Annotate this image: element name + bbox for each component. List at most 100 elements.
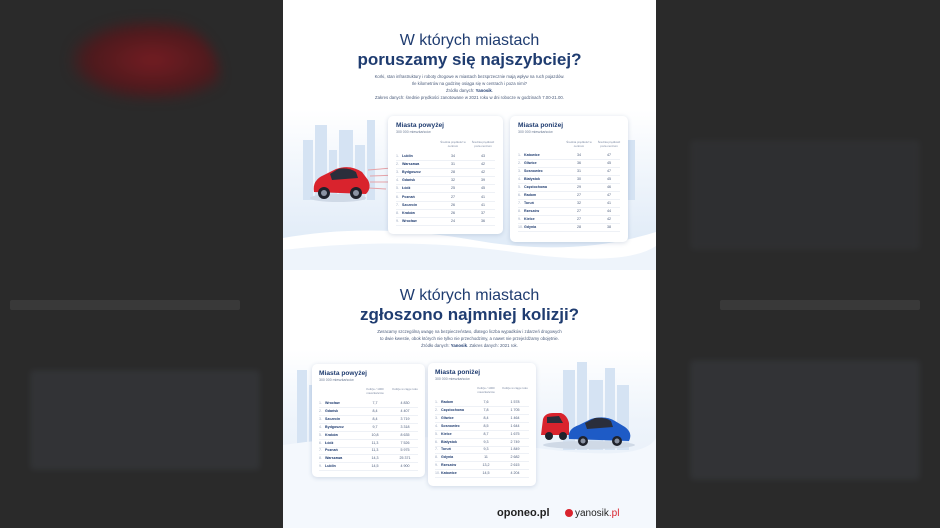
row-city: Poznań (402, 194, 415, 199)
row-rank: 4. (435, 423, 438, 428)
table-row: 9. Wrocław 24 36 (396, 219, 495, 227)
section2-intro: Zwracamy szczególną uwagę na bezpieczeńs… (323, 328, 616, 349)
row-value-1: 34 (577, 153, 581, 157)
row-divider (396, 184, 495, 186)
section1-intro: Korki, stan infrastruktury i roboty drog… (323, 73, 616, 101)
row-city: Warszawa (325, 456, 343, 461)
row-rank: 9. (396, 218, 399, 223)
yanosik-tld: .pl (608, 508, 620, 519)
table-row: 9. Rzeszów 13,2 2 615 (435, 463, 529, 471)
row-city: Katowice (441, 471, 457, 476)
row-divider (396, 160, 495, 161)
row-city: Gliwice (441, 415, 454, 420)
oponeo-logo[interactable]: oponeo.pl (497, 507, 550, 519)
row-city: Bydgoszcz (325, 424, 344, 429)
row-city: Bydgoszcz (402, 170, 421, 175)
row-value-2: 1 578 (510, 400, 520, 404)
table-row: 6. Radom 27 47 (518, 193, 620, 201)
row-divider (435, 453, 529, 455)
row-divider (435, 413, 529, 415)
row-rank: 7. (396, 202, 399, 207)
row-city: Gdynia (524, 225, 537, 229)
row-rank: 8. (396, 210, 399, 215)
table-row: 6. Poznań 27 41 (396, 195, 495, 203)
row-city: Poznań (325, 448, 338, 453)
row-value-2: 42 (481, 162, 485, 167)
row-value-1: 27 (577, 209, 581, 213)
table-title: Miasta poniżej (435, 369, 481, 376)
row-divider (518, 175, 620, 176)
row-rank: 5. (435, 431, 438, 436)
background-blur-table (690, 140, 920, 250)
column-header: Kolizje w ciągu roku (502, 386, 528, 390)
section1-intro-line4: Zakres danych: średnie prędkości zanotow… (375, 95, 564, 100)
row-value-1: 7,7 (372, 401, 378, 405)
row-divider (319, 407, 418, 408)
row-divider (518, 215, 620, 216)
yanosik-logo-icon (565, 509, 573, 517)
row-divider (396, 168, 495, 170)
table-row: 3. Bydgoszcz 28 42 (396, 170, 495, 178)
row-rank: 7. (518, 201, 521, 205)
row-value-2: 7 526 (400, 440, 410, 445)
row-value-1: 36 (577, 161, 581, 165)
row-rank: 7. (435, 447, 438, 452)
table-row: 5. Łódź 25 45 (396, 186, 495, 194)
source-name: Yanosik (475, 88, 492, 93)
row-city: Lublin (402, 154, 413, 158)
row-value-1: 26 (451, 202, 455, 207)
row-rank: 4. (319, 424, 322, 429)
row-rank: 3. (518, 169, 521, 173)
row-rank: 3. (435, 415, 438, 420)
row-city: Rzeszów (524, 209, 540, 213)
row-divider (319, 462, 418, 464)
row-value-1: 27 (451, 194, 455, 199)
row-city: Łódź (325, 440, 334, 445)
table-row: 2. Częstochowa 7,8 1 705 (435, 408, 529, 416)
row-rank: 6. (518, 193, 521, 197)
row-value-1: 28 (451, 170, 455, 175)
row-divider (435, 445, 529, 447)
row-divider (396, 200, 495, 202)
row-rank: 9. (518, 217, 521, 221)
row-divider (435, 461, 529, 463)
row-value-2: 1 675 (510, 431, 520, 436)
table-row: 1. Katowice 34 47 (518, 153, 620, 161)
row-value-2: 1 849 (510, 447, 520, 452)
row-divider (518, 223, 620, 224)
row-rank: 4. (518, 177, 521, 181)
row-rank: 2. (435, 407, 438, 412)
table-row: 7. Toruń 9,3 1 849 (435, 447, 529, 455)
collision-cars-illustration (541, 413, 635, 449)
row-divider (518, 199, 620, 200)
table-subtitle: 300 000 mieszkańców (396, 130, 431, 134)
row-city: Lublin (325, 464, 336, 469)
section2-table-small-cities: Miasta poniżej 300 000 mieszkańców Kolizje… (428, 363, 536, 486)
row-value-2: 44 (607, 209, 611, 213)
row-value-2: 5 975 (400, 448, 410, 453)
row-city: Częstochowa (441, 407, 464, 412)
row-divider (396, 208, 495, 210)
row-value-2: 45 (607, 161, 611, 165)
row-value-1: 26 (451, 210, 455, 215)
table-row: 1. Radom 7,6 1 578 (435, 400, 529, 408)
row-value-2: 46 (607, 185, 611, 189)
background-blur-table (690, 360, 920, 480)
row-rank: 9. (435, 463, 438, 468)
section1-title: W których miastach poruszamy się najszyb… (283, 31, 656, 70)
row-value-1: 8,4 (372, 408, 378, 413)
row-value-2: 39 (481, 178, 485, 183)
row-divider (518, 159, 620, 160)
row-divider (435, 406, 529, 407)
table-row: 1. Lublin 34 43 (396, 154, 495, 162)
row-value-1: 27 (577, 217, 581, 221)
row-value-2: 38 (607, 225, 611, 229)
section1-title-line2: poruszamy się najszybciej? (357, 50, 582, 69)
yanosik-logo[interactable]: yanosik.pl (565, 508, 619, 519)
row-city: Rzeszów (441, 463, 457, 468)
row-city: Gliwice (524, 161, 537, 165)
row-divider (518, 191, 620, 192)
row-rank: 10. (435, 471, 440, 476)
column-header: Średnia prędkość poza centrum (597, 140, 621, 148)
background-blur-text (720, 300, 920, 310)
